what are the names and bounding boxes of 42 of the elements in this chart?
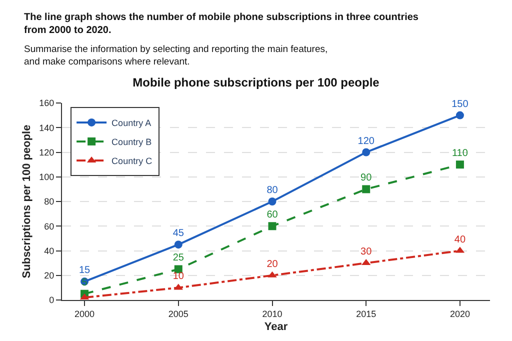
- y-tick-label: 100: [39, 172, 54, 182]
- data-label: 40: [454, 234, 466, 246]
- data-label: 30: [360, 246, 372, 258]
- chart-title: Mobile phone subscriptions per 100 people: [132, 75, 380, 90]
- point: [268, 222, 276, 230]
- legend-label: Country C: [112, 156, 153, 166]
- point: [456, 160, 464, 169]
- x-tick-label: 2020: [450, 308, 470, 319]
- y-axis-title: Subscriptions per 100 people: [20, 124, 33, 278]
- y-tick-label: 160: [39, 98, 54, 108]
- y-tick-label: 20: [44, 270, 54, 281]
- y-tick-label: 0: [49, 295, 54, 306]
- y-tick-label: 140: [39, 122, 54, 133]
- legend-label: Country A: [112, 118, 152, 128]
- text: The line graph shows the number of mobile phone subscriptions in three countries from 2000 to 2020.: [24, 12, 419, 36]
- y-tick-label: 40: [44, 246, 54, 256]
- data-label: 60: [266, 210, 278, 221]
- data-label: 90: [360, 172, 372, 184]
- x-tick-label: 2005: [168, 308, 188, 319]
- data-label: 15: [78, 265, 91, 276]
- point: [174, 240, 182, 249]
- legend-label: Country B: [112, 136, 152, 147]
- x-tick-label: 2000: [74, 308, 95, 319]
- data-label: 10: [172, 271, 184, 282]
- point: [362, 148, 370, 156]
- text: Summarise the information by selecting and reporting the main features, and make comparisons where relevant.: [24, 44, 328, 68]
- data-label: 80: [266, 185, 278, 196]
- y-tick-label: 60: [44, 221, 54, 232]
- x-axis-title: Year: [264, 321, 288, 333]
- y-tick-label: 80: [44, 196, 54, 207]
- point: [362, 185, 370, 194]
- data-label: 25: [172, 252, 184, 264]
- x-tick-label: 2010: [262, 308, 282, 319]
- point: [268, 198, 276, 206]
- data-label: 20: [266, 258, 278, 270]
- data-label: 120: [358, 136, 375, 147]
- data-label: 150: [452, 98, 469, 110]
- x-tick-label: 2015: [356, 308, 376, 319]
- y-tick-label: 120: [39, 147, 54, 158]
- data-label: 45: [172, 228, 184, 240]
- data-label: 110: [452, 148, 468, 160]
- point: [456, 111, 464, 120]
